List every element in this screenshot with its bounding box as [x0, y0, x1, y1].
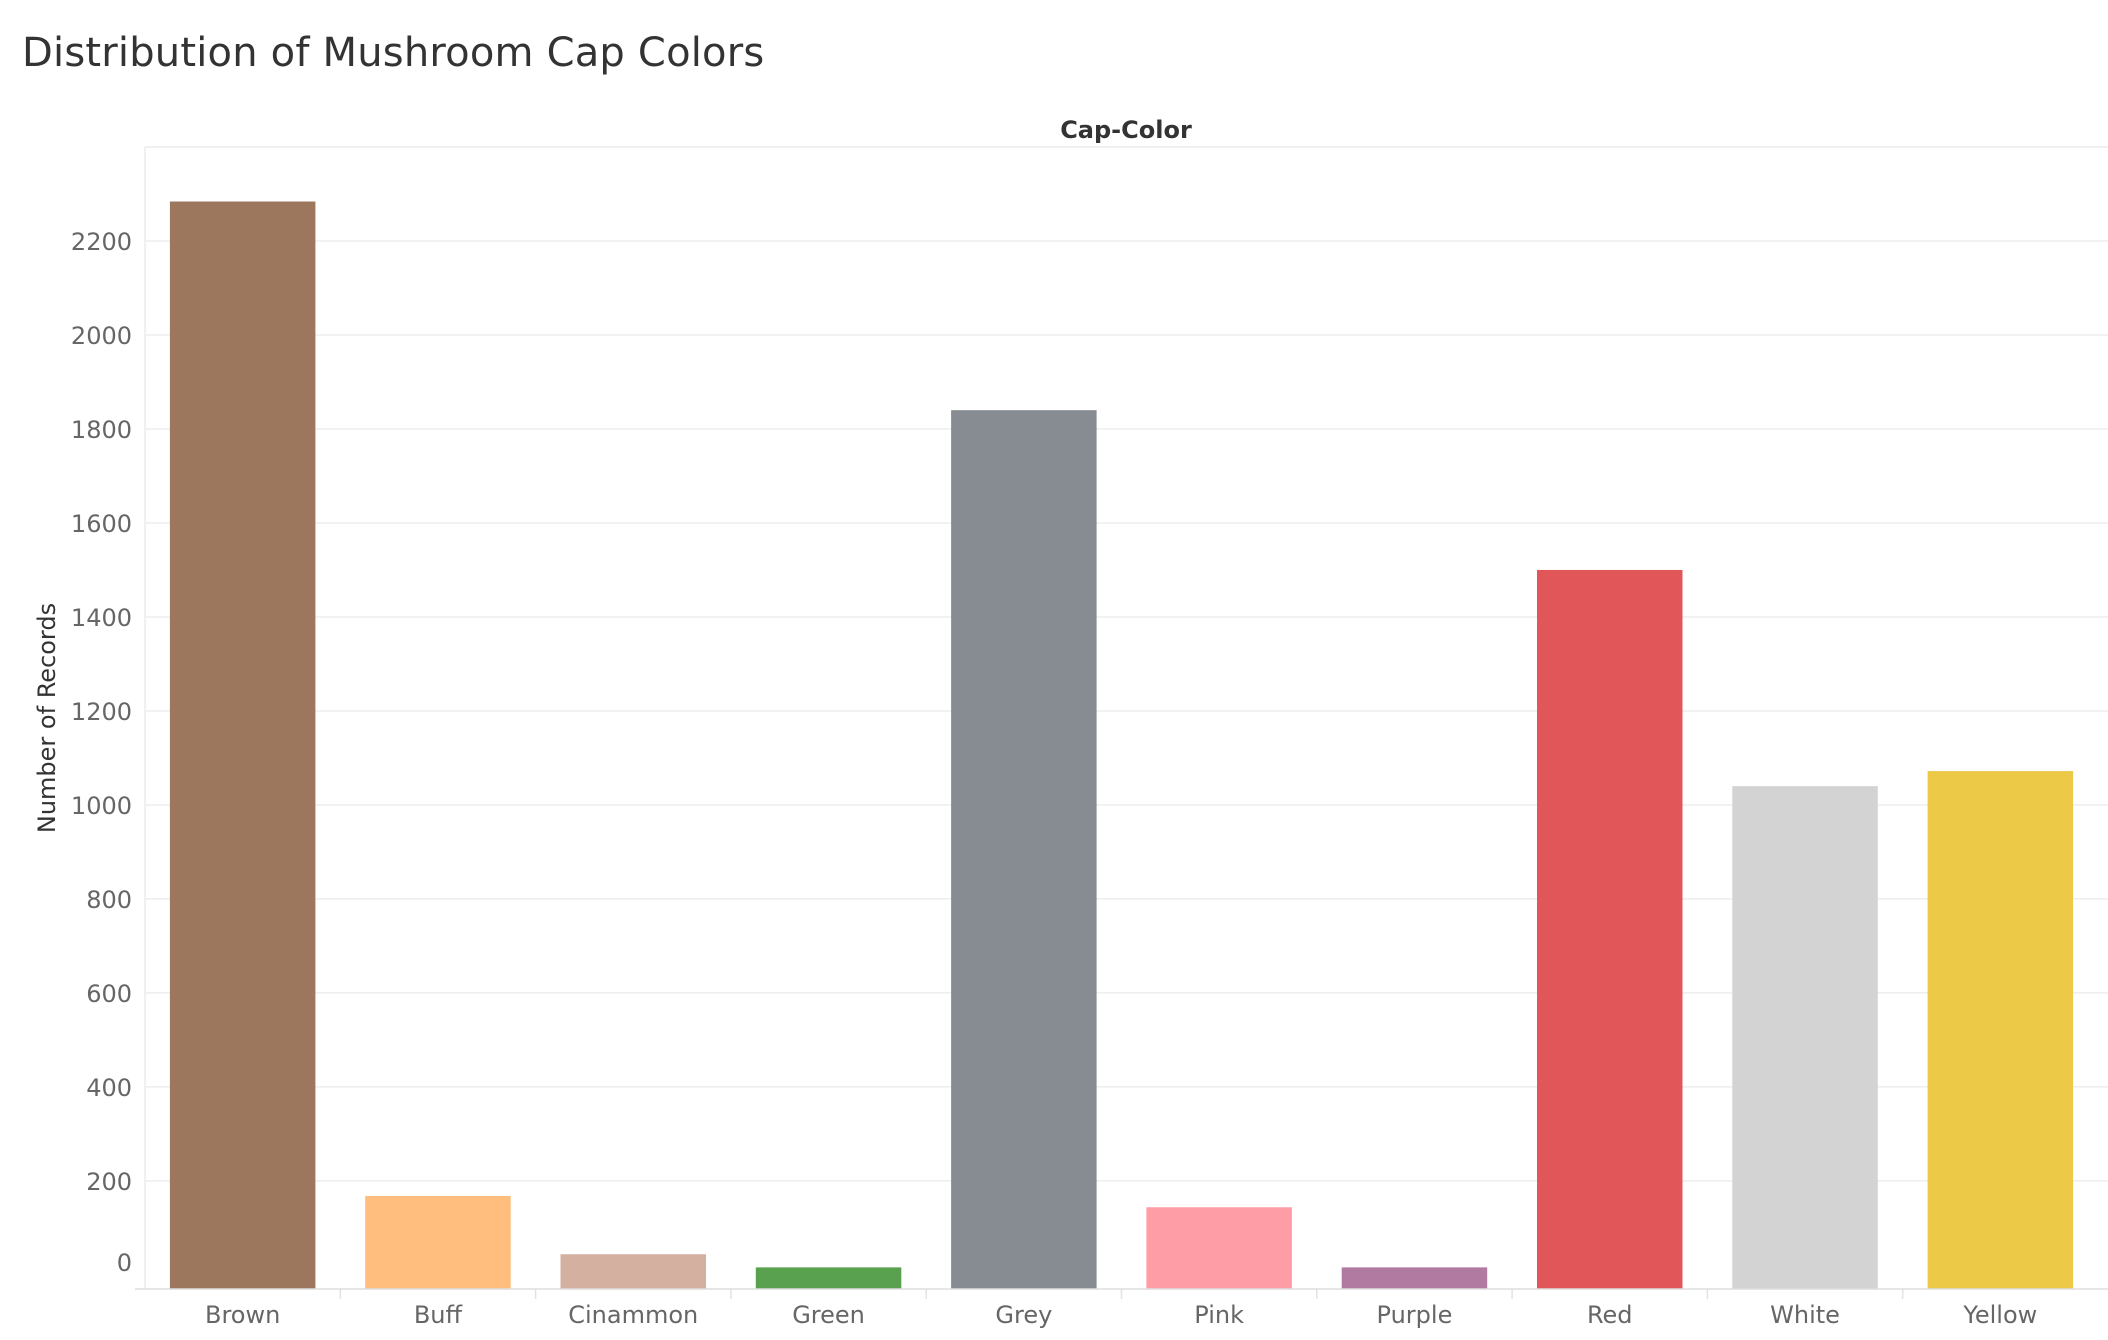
x-tick-label-green: Green — [792, 1301, 865, 1329]
bar-brown[interactable] — [169, 201, 316, 1289]
y-tick-label: 2000 — [71, 322, 132, 350]
x-tick-label-pink: Pink — [1194, 1301, 1244, 1329]
bar-red[interactable] — [1537, 569, 1683, 1289]
bar-yellow[interactable] — [1927, 771, 2074, 1289]
bar-green[interactable] — [755, 1267, 902, 1289]
y-tick-label: 400 — [86, 1074, 132, 1102]
y-tick-label: 1000 — [71, 792, 132, 820]
y-tick-label: 1600 — [71, 510, 132, 538]
y-tick-label: 0 — [117, 1249, 132, 1277]
x-tick-label-red: Red — [1587, 1301, 1633, 1329]
chart-title: Distribution of Mushroom Cap Colors — [22, 30, 765, 76]
x-tick-label-yellow: Yellow — [1962, 1301, 2037, 1329]
y-axis-ticks: 0 200 400 600 800 1000 1200 1400 1600 1800 2000 220… — [71, 228, 132, 1277]
y-tick-label: 800 — [86, 886, 132, 914]
y-tick-label: 200 — [86, 1168, 132, 1196]
bar-buff[interactable] — [365, 1195, 511, 1289]
x-tick-label-grey: Grey — [995, 1301, 1052, 1329]
x-tick-label-purple: Purple — [1377, 1301, 1453, 1329]
bar-purple[interactable] — [1341, 1267, 1488, 1289]
y-tick-label: 1800 — [71, 416, 132, 444]
x-tick-label-white: White — [1770, 1301, 1840, 1329]
bar-white[interactable] — [1732, 786, 1878, 1289]
x-axis-header: Cap-Color — [1060, 116, 1192, 144]
y-tick-label: 1400 — [71, 604, 132, 632]
bar-cinammon[interactable] — [560, 1254, 706, 1289]
bar-grey[interactable] — [951, 410, 1097, 1289]
y-tick-label: 600 — [86, 980, 132, 1008]
y-tick-label: 2200 — [71, 228, 132, 256]
y-tick-label: 1200 — [71, 698, 132, 726]
x-tick-label-buff: Buff — [414, 1301, 463, 1329]
y-axis-title: Number of Records — [33, 603, 61, 833]
x-tick-label-cinammon: Cinammon — [568, 1301, 698, 1329]
x-axis-ticks: Brown Buff Cinammon Green Grey Pink Purple Red W… — [205, 1289, 2037, 1329]
bar-pink[interactable] — [1146, 1207, 1292, 1289]
bars — [169, 201, 2074, 1289]
x-tick-label-brown: Brown — [205, 1301, 280, 1329]
